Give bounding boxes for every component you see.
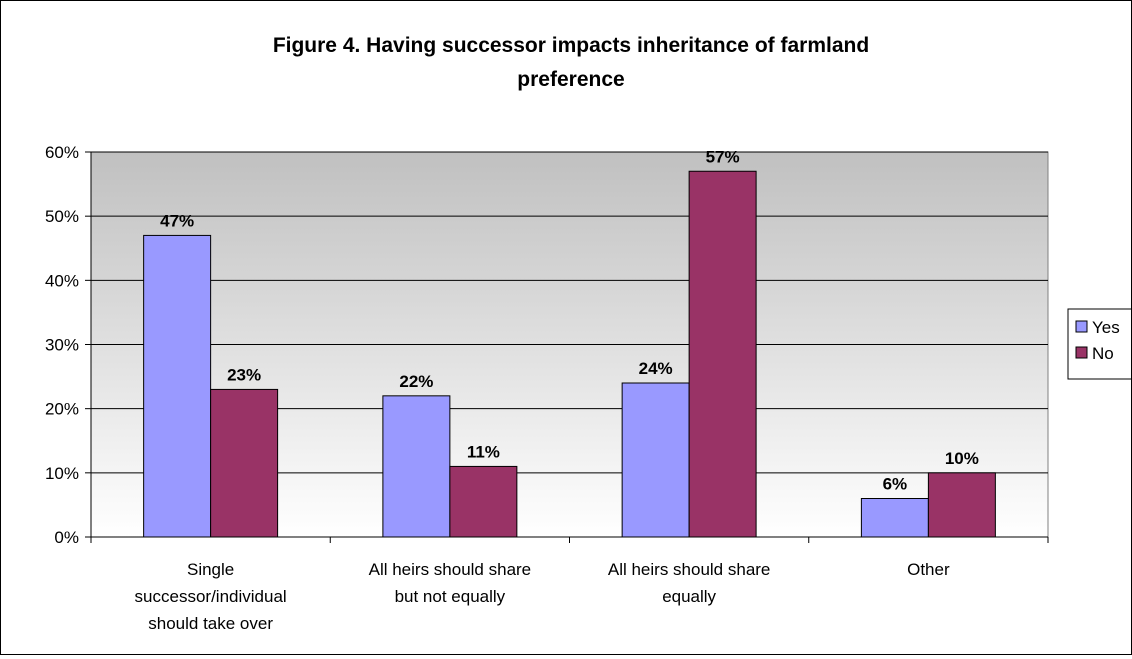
- data-label: 57%: [706, 147, 740, 166]
- y-tick-label: 0%: [54, 528, 79, 547]
- y-tick-label: 50%: [45, 207, 79, 226]
- y-tick-label: 10%: [45, 464, 79, 483]
- y-tick-label: 30%: [45, 336, 79, 355]
- x-category-label: All heirs should share but not equally: [369, 560, 532, 606]
- bar-yes: [860, 498, 929, 538]
- bar-no: [927, 472, 996, 538]
- data-label: 47%: [160, 211, 194, 230]
- x-category-label: Other: [907, 560, 950, 579]
- legend-swatch-no: [1075, 346, 1088, 359]
- bar-no: [210, 388, 279, 538]
- bar-no: [688, 170, 757, 538]
- data-label: 6%: [883, 475, 908, 494]
- y-tick-label: 40%: [45, 271, 79, 290]
- legend-label-yes: Yes: [1092, 318, 1120, 337]
- x-category-label: All heirs should share equally: [608, 560, 771, 606]
- x-category-label: Single successor/individual should take ov…: [135, 560, 287, 633]
- legend-swatch-yes: [1075, 320, 1088, 333]
- bar-yes: [382, 395, 451, 538]
- data-label: 11%: [467, 442, 500, 461]
- y-tick-label: 20%: [45, 400, 79, 419]
- legend-label-no: No: [1092, 344, 1114, 363]
- data-label: 10%: [945, 449, 979, 468]
- bar-yes: [143, 234, 212, 538]
- bar-yes: [621, 382, 690, 538]
- data-label: 23%: [227, 365, 261, 384]
- bar-no: [449, 465, 518, 538]
- data-label: 22%: [399, 372, 433, 391]
- y-tick-label: 60%: [45, 143, 79, 162]
- data-label: 24%: [639, 359, 673, 378]
- chart-title: Figure 4. Having successor impacts inher…: [272, 34, 870, 91]
